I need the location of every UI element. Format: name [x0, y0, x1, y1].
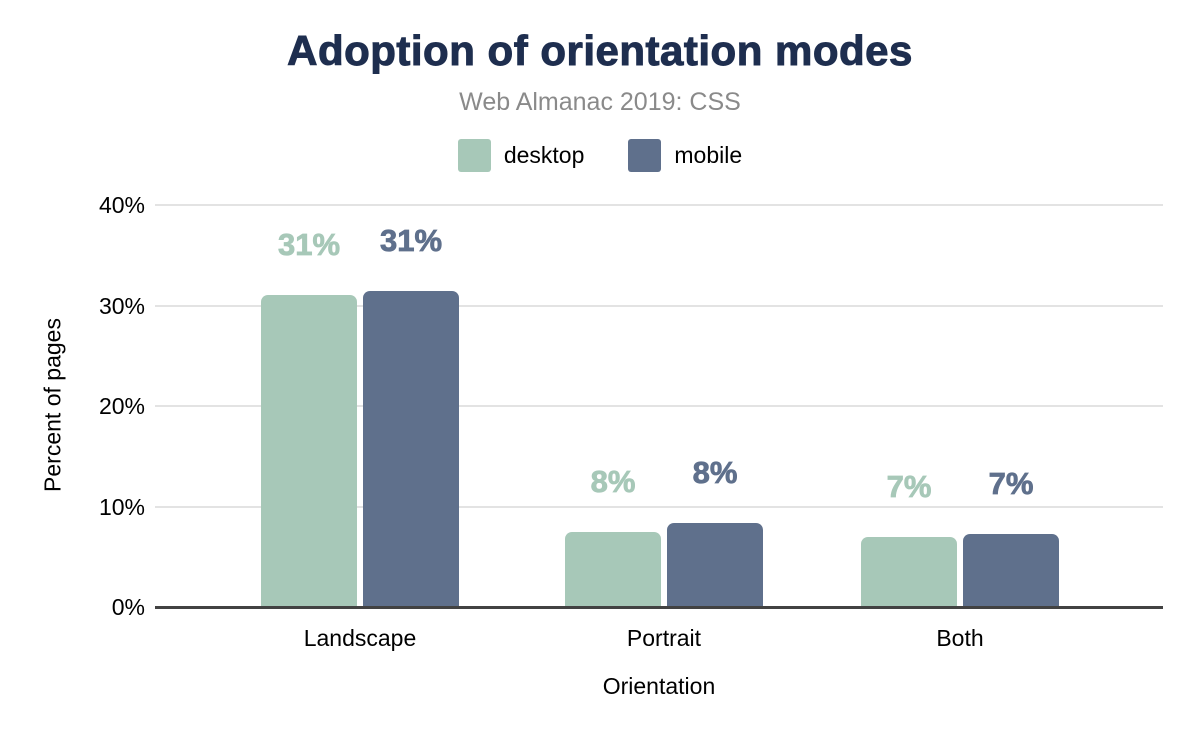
legend-item-mobile: mobile — [628, 138, 743, 172]
bar-label-desktop-portrait: 8% — [590, 464, 636, 500]
bar-label-desktop-landscape: 31% — [277, 227, 341, 263]
y-tick-10: 10% — [98, 493, 145, 520]
bar-mobile-both — [963, 534, 1059, 607]
legend: desktop mobile — [0, 136, 1200, 174]
gridline-10 — [155, 505, 1163, 508]
bar-label-mobile-both: 7% — [988, 466, 1034, 502]
x-axis-baseline — [155, 605, 1163, 609]
legend-swatch-desktop — [457, 138, 491, 172]
legend-item-desktop: desktop — [457, 138, 585, 172]
y-tick-30: 30% — [98, 292, 145, 319]
legend-swatch-mobile — [628, 138, 662, 172]
plot-area: 0% 10% 20% 30% 40% 31% 31% Landscape 8% 8% Portrai… — [99, 192, 1163, 651]
y-tick-40: 40% — [98, 192, 145, 218]
bar-desktop-portrait — [565, 532, 661, 607]
legend-label-mobile: mobile — [674, 141, 743, 168]
chart-subtitle: Web Almanac 2019: CSS — [459, 88, 741, 116]
bar-desktop-both — [861, 537, 957, 607]
legend-label-desktop: desktop — [503, 141, 585, 168]
bar-label-desktop-both: 7% — [886, 469, 932, 505]
x-label-both: Both — [936, 625, 984, 651]
bar-label-mobile-landscape: 31% — [379, 223, 443, 259]
bar-mobile-landscape — [363, 291, 459, 607]
chart-title: Adoption of orientation modes — [287, 27, 913, 75]
x-axis-title: Orientation — [602, 673, 716, 699]
gridline-30 — [155, 304, 1163, 307]
bar-desktop-landscape — [261, 295, 357, 607]
bar-mobile-portrait — [667, 523, 763, 607]
bar-label-mobile-portrait: 8% — [692, 455, 738, 491]
gridline-40 — [155, 204, 1163, 206]
y-tick-0: 0% — [111, 594, 145, 620]
gridline-20 — [155, 405, 1163, 407]
y-tick-20: 20% — [98, 393, 145, 419]
x-label-portrait: Portrait — [626, 625, 702, 651]
x-label-landscape: Landscape — [303, 625, 417, 651]
